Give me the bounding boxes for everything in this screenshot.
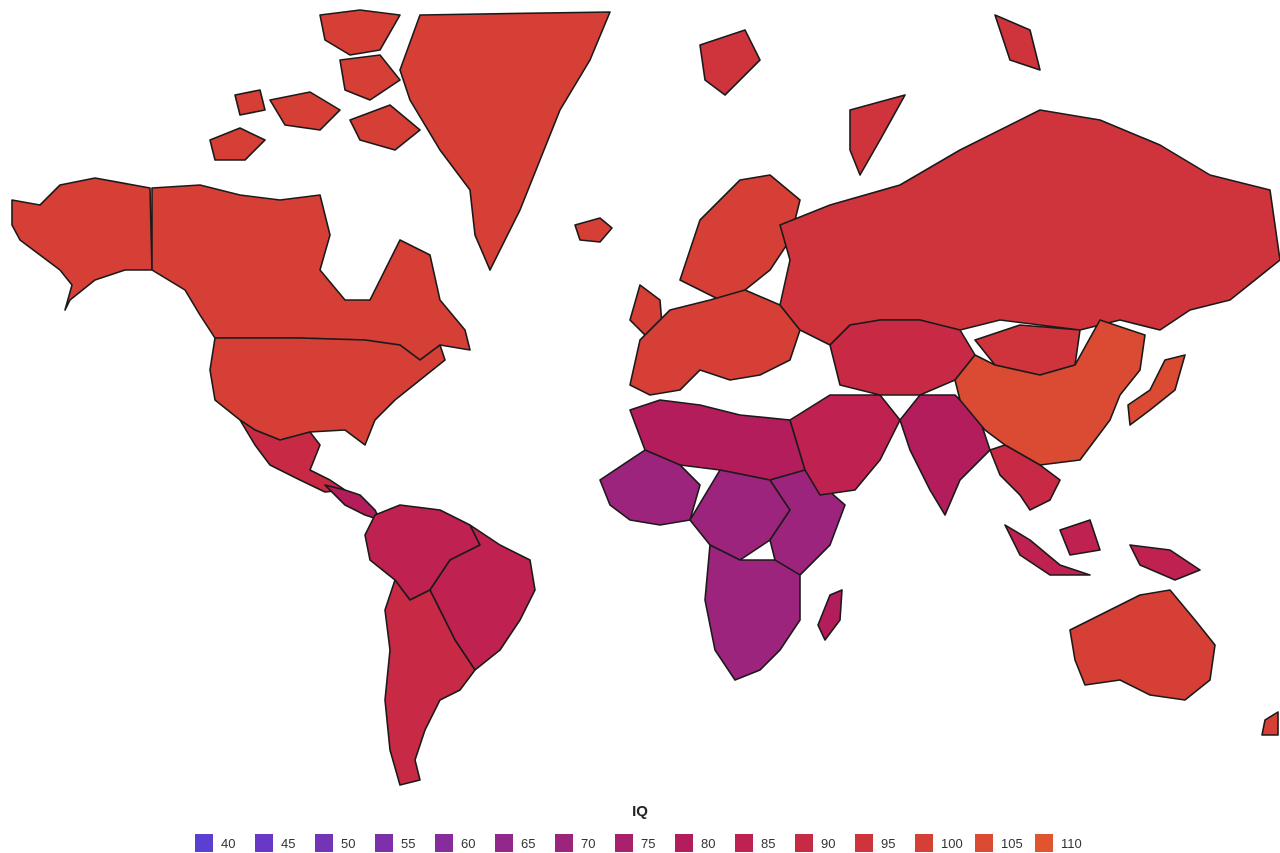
legend-item[interactable]: 40 xyxy=(195,834,245,852)
legend-label: 105 xyxy=(1001,835,1023,851)
legend-item[interactable]: 95 xyxy=(855,834,905,852)
region-southeast-asia[interactable] xyxy=(989,444,1061,511)
legend-label: 80 xyxy=(701,835,716,851)
region-canadian-islands[interactable] xyxy=(209,9,421,161)
legend-label: 45 xyxy=(281,835,296,851)
legend-item[interactable]: 100 xyxy=(915,834,965,852)
region-novaya-zemlya[interactable] xyxy=(699,14,1041,176)
legend-item[interactable]: 60 xyxy=(435,834,485,852)
region-indonesia[interactable] xyxy=(1004,519,1201,581)
legend-swatch xyxy=(615,834,633,852)
legend-item[interactable]: 70 xyxy=(555,834,605,852)
region-mexico[interactable] xyxy=(239,419,346,493)
legend-label: 90 xyxy=(821,835,836,851)
region-southern-africa[interactable] xyxy=(704,544,801,681)
region-china[interactable] xyxy=(954,319,1146,466)
region-india[interactable] xyxy=(899,394,991,516)
region-japan[interactable] xyxy=(1127,354,1186,426)
legend-label: 70 xyxy=(581,835,596,851)
legend-label: 50 xyxy=(341,835,356,851)
legend-swatch xyxy=(495,834,513,852)
legend-label: 85 xyxy=(761,835,776,851)
region-europe[interactable] xyxy=(629,289,801,396)
legend-item[interactable]: 45 xyxy=(255,834,305,852)
legend-swatch xyxy=(315,834,333,852)
region-alaska[interactable] xyxy=(11,177,153,311)
legend-swatch xyxy=(255,834,273,852)
legend-label: 100 xyxy=(941,835,963,851)
legend-swatch xyxy=(555,834,573,852)
legend-item[interactable]: 105 xyxy=(975,834,1025,852)
legend-title: IQ xyxy=(632,803,648,820)
legend-item[interactable]: 90 xyxy=(795,834,845,852)
legend-label: 95 xyxy=(881,835,896,851)
region-scandinavia[interactable] xyxy=(679,174,801,301)
legend-item[interactable]: 80 xyxy=(675,834,725,852)
legend-label: 65 xyxy=(521,835,536,851)
legend-item[interactable]: 50 xyxy=(315,834,365,852)
legend-swatch xyxy=(975,834,993,852)
region-australia[interactable] xyxy=(1069,589,1216,701)
world-map xyxy=(11,9,1280,786)
legend-label: 55 xyxy=(401,835,416,851)
region-central-asia[interactable] xyxy=(829,319,976,396)
legend-label: 75 xyxy=(641,835,656,851)
region-canada[interactable] xyxy=(151,184,471,361)
region-iceland[interactable] xyxy=(574,217,613,243)
region-new-zealand[interactable] xyxy=(1261,711,1279,736)
legend-label: 60 xyxy=(461,835,476,851)
legend-item[interactable]: 85 xyxy=(735,834,785,852)
region-middle-east[interactable] xyxy=(789,394,901,496)
region-greenland[interactable] xyxy=(399,11,611,271)
legend-swatch xyxy=(375,834,393,852)
legend-label: 110 xyxy=(1061,835,1082,851)
legend-label: 40 xyxy=(221,835,236,851)
legend-item[interactable]: 75 xyxy=(615,834,665,852)
legend-swatch xyxy=(855,834,873,852)
legend-swatch xyxy=(195,834,213,852)
legend-swatch xyxy=(675,834,693,852)
region-central-america[interactable] xyxy=(324,484,381,521)
legend-swatch xyxy=(735,834,753,852)
region-madagascar[interactable] xyxy=(817,589,843,641)
region-south-america-south[interactable] xyxy=(384,579,476,786)
legend-item[interactable]: 65 xyxy=(495,834,545,852)
legend-swatch xyxy=(435,834,453,852)
legend-swatch xyxy=(1035,834,1053,852)
legend-swatch xyxy=(795,834,813,852)
legend-swatch xyxy=(915,834,933,852)
legend: 40 45 50 55 60 65 70 75 80 85 90 95 100 105 110 xyxy=(0,834,1280,852)
legend-item[interactable]: 110 xyxy=(1035,834,1085,852)
legend-item[interactable]: 55 xyxy=(375,834,425,852)
